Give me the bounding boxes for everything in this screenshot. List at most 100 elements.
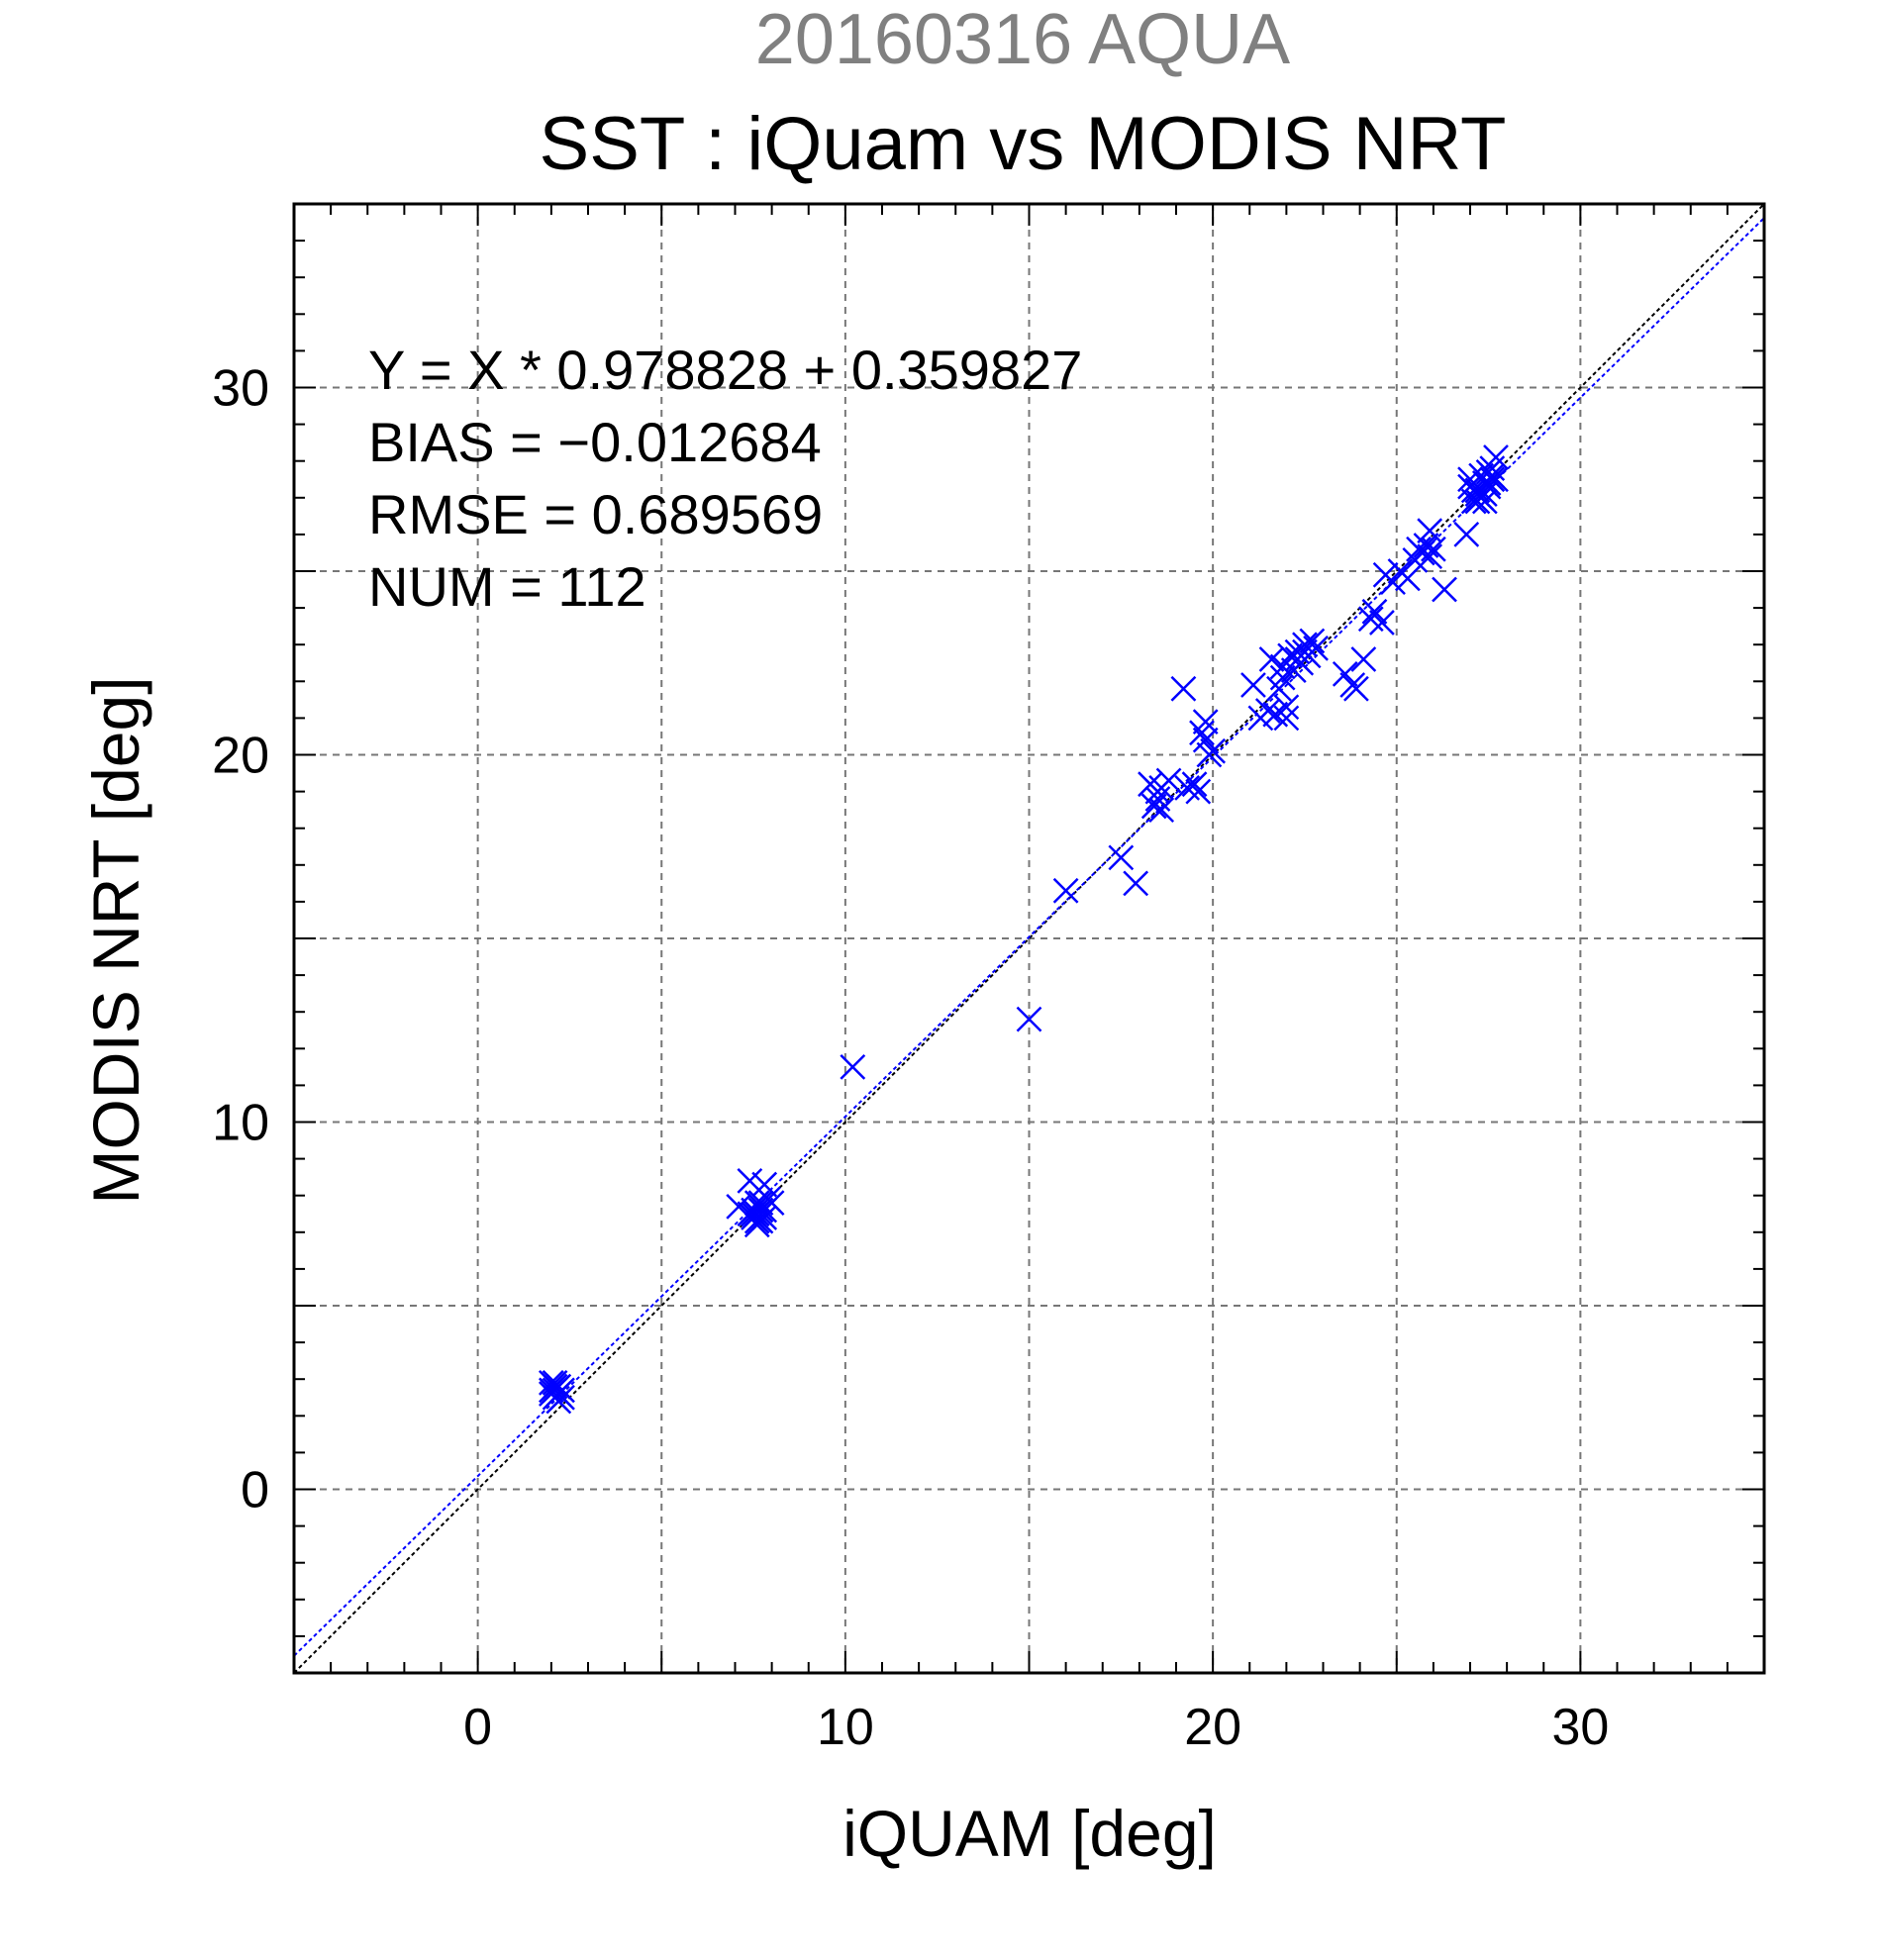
data-point-stroke bbox=[1108, 844, 1135, 871]
data-point bbox=[747, 1190, 774, 1217]
data-point bbox=[1016, 1006, 1042, 1032]
data-point-stroke bbox=[1016, 1006, 1042, 1032]
data-point-stroke bbox=[1181, 771, 1208, 798]
data-point-stroke bbox=[1273, 694, 1300, 721]
y-axis-label: MODIS NRT [deg] bbox=[79, 676, 152, 1204]
grid bbox=[294, 204, 1764, 1673]
stat-line-num: NUM = 112 bbox=[368, 555, 646, 618]
data-point-stroke bbox=[1185, 778, 1212, 805]
data-point bbox=[1148, 797, 1175, 824]
data-point bbox=[1273, 694, 1300, 721]
data-point bbox=[1343, 675, 1369, 702]
axis-ticks: 0 10 20 30 0 10 20 30 bbox=[212, 203, 1765, 1756]
data-point-stroke bbox=[751, 1171, 778, 1198]
data-point bbox=[1192, 727, 1219, 753]
data-point-stroke bbox=[1254, 698, 1281, 724]
data-point bbox=[1192, 709, 1219, 735]
data-point bbox=[538, 1377, 564, 1404]
data-point-stroke bbox=[1380, 569, 1406, 596]
data-point-stroke bbox=[737, 1167, 763, 1194]
data-point bbox=[1052, 877, 1079, 904]
data-point-stroke bbox=[1262, 701, 1289, 728]
data-point-stroke bbox=[1369, 610, 1395, 636]
data-point-stroke bbox=[758, 1190, 785, 1217]
data-point-stroke bbox=[1258, 646, 1285, 672]
data-point-stroke bbox=[1240, 672, 1266, 698]
data-point bbox=[840, 1053, 866, 1080]
data-point-stroke bbox=[1170, 675, 1197, 702]
data-point bbox=[751, 1205, 778, 1230]
data-point-stroke bbox=[726, 1193, 752, 1220]
y-tick-label: 0 bbox=[241, 1462, 269, 1519]
x-axis-label: iQUAM [deg] bbox=[842, 1797, 1217, 1870]
data-point bbox=[1361, 598, 1388, 625]
data-point bbox=[1170, 675, 1197, 702]
data-point-stroke bbox=[542, 1370, 568, 1396]
data-point-stroke bbox=[1464, 488, 1491, 515]
data-point-stroke bbox=[1273, 705, 1300, 732]
data-point bbox=[1479, 455, 1506, 482]
data-point bbox=[1273, 705, 1300, 732]
data-point-stroke bbox=[1417, 543, 1443, 570]
data-point-stroke bbox=[1460, 477, 1487, 504]
data-points bbox=[538, 444, 1509, 1415]
data-point-stroke bbox=[1420, 536, 1446, 562]
data-point-stroke bbox=[1148, 797, 1175, 824]
stat-line-bias: BIAS = −0.012684 bbox=[368, 411, 822, 473]
data-point bbox=[1369, 610, 1395, 636]
data-point bbox=[1332, 660, 1358, 687]
chart-title: SST : iQuam vs MODIS NRT bbox=[540, 102, 1507, 186]
data-point-stroke bbox=[1453, 522, 1480, 547]
data-point-stroke bbox=[1483, 466, 1509, 493]
data-point bbox=[1284, 646, 1311, 672]
data-point bbox=[1140, 793, 1167, 820]
regression-line bbox=[293, 217, 1765, 1657]
data-point-stroke bbox=[1343, 675, 1369, 702]
data-point-stroke bbox=[1174, 775, 1201, 801]
data-point-stroke bbox=[1475, 470, 1502, 496]
data-point bbox=[1269, 664, 1296, 691]
data-point-stroke bbox=[1479, 455, 1506, 482]
y-tick-label: 20 bbox=[212, 728, 269, 785]
data-point bbox=[1299, 628, 1326, 654]
data-point bbox=[1432, 576, 1457, 603]
data-point-stroke bbox=[1299, 628, 1326, 654]
data-point bbox=[1240, 672, 1266, 698]
data-point-stroke bbox=[1284, 646, 1311, 672]
data-point-stroke bbox=[1200, 737, 1227, 764]
data-point bbox=[758, 1190, 785, 1217]
chart-suptitle: 20160316 AQUA bbox=[755, 0, 1290, 79]
data-point-stroke bbox=[747, 1190, 774, 1217]
data-point bbox=[1254, 698, 1281, 724]
reference-lines bbox=[293, 203, 1765, 1674]
data-point-stroke bbox=[1052, 877, 1079, 904]
data-point bbox=[1185, 778, 1212, 805]
data-point-stroke bbox=[751, 1205, 778, 1230]
data-point bbox=[1108, 844, 1135, 871]
data-point-stroke bbox=[1277, 642, 1303, 669]
x-tick-label: 10 bbox=[817, 1699, 874, 1756]
stat-line-rmse: RMSE = 0.689569 bbox=[368, 483, 823, 545]
data-point-stroke bbox=[1123, 870, 1149, 897]
x-tick-label: 20 bbox=[1184, 1699, 1241, 1756]
plot-frame bbox=[292, 202, 1766, 1675]
data-point bbox=[542, 1370, 568, 1396]
data-point bbox=[1181, 771, 1208, 798]
data-point-stroke bbox=[1192, 709, 1219, 735]
x-tick-label: 0 bbox=[463, 1699, 492, 1756]
data-point-stroke bbox=[1350, 646, 1377, 672]
data-point bbox=[1380, 569, 1406, 596]
data-point-stroke bbox=[1357, 606, 1384, 633]
data-point bbox=[1123, 870, 1149, 897]
data-point bbox=[1420, 536, 1446, 562]
data-point-stroke bbox=[1292, 632, 1318, 658]
data-point bbox=[1475, 470, 1502, 496]
data-point-stroke bbox=[538, 1377, 564, 1404]
data-point-stroke bbox=[1432, 576, 1457, 603]
stat-line-fit: Y = X * 0.978828 + 0.359827 bbox=[368, 339, 1082, 401]
data-point bbox=[1277, 642, 1303, 669]
data-point-stroke bbox=[1269, 664, 1296, 691]
data-point bbox=[1417, 543, 1443, 570]
data-point bbox=[1200, 737, 1227, 764]
